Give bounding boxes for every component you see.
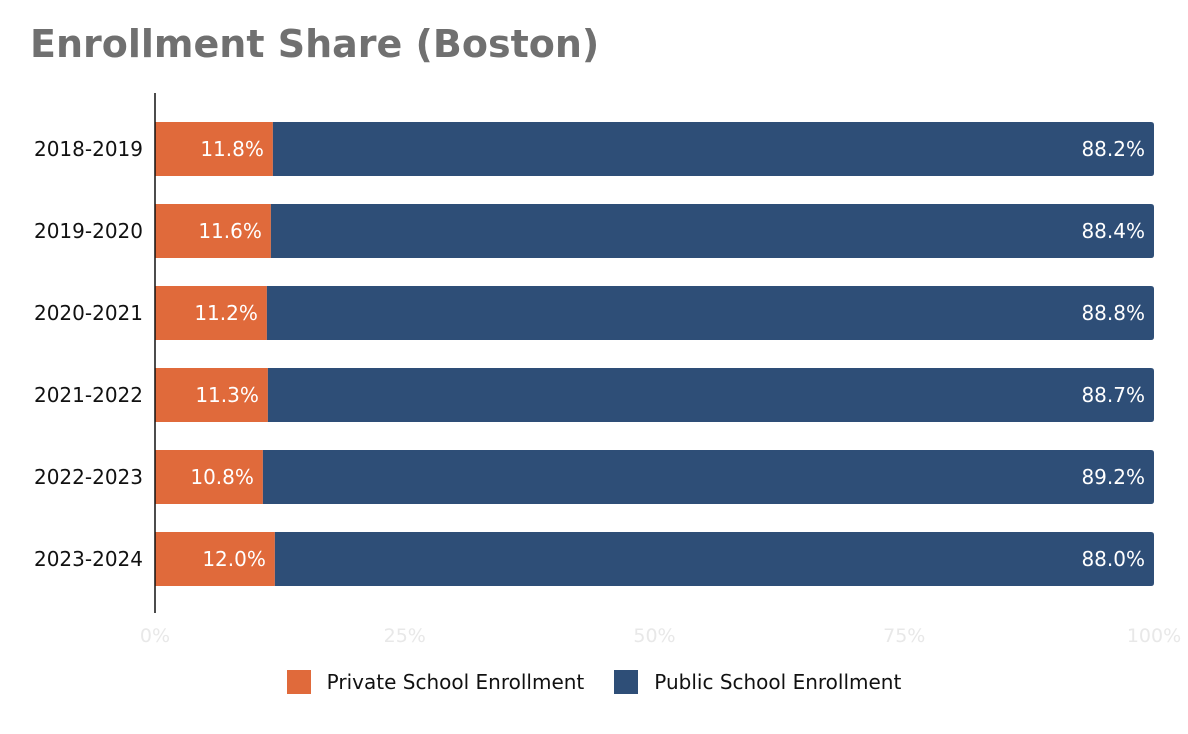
bar-public[interactable] — [272, 122, 1155, 176]
data-label-public: 88.0% — [1081, 547, 1145, 571]
data-label-private: 11.3% — [195, 383, 259, 407]
bar-public[interactable] — [262, 450, 1155, 504]
category-label: 2019-2020 — [34, 219, 143, 243]
bar-private[interactable] — [155, 532, 275, 586]
data-label-private: 11.8% — [200, 137, 264, 161]
x-tick-label: 75% — [883, 625, 925, 647]
bar-public[interactable] — [274, 532, 1154, 586]
chart-plot: 2018-2019 11.8% 88.2% 2019-2020 11.6% 88.4% 20… — [34, 93, 1181, 647]
bar-private[interactable] — [155, 122, 273, 176]
data-label-private: 11.6% — [198, 219, 262, 243]
legend: Private School Enrollment Public School … — [0, 670, 1188, 694]
bar-private[interactable] — [155, 286, 267, 340]
bar-public[interactable] — [270, 204, 1154, 258]
legend-swatch-private — [286, 670, 311, 694]
data-label-private: 12.0% — [202, 547, 266, 571]
legend-item-public[interactable]: Public School Enrollment — [614, 670, 901, 694]
x-tick-label: 25% — [384, 625, 426, 647]
data-label-private: 10.8% — [190, 465, 254, 489]
legend-label-private: Private School Enrollment — [326, 670, 585, 694]
x-tick-label: 50% — [633, 625, 675, 647]
category-label: 2021-2022 — [34, 383, 143, 407]
category-label: 2023-2024 — [34, 547, 143, 571]
legend-label-public: Public School Enrollment — [654, 670, 902, 694]
data-label-public: 89.2% — [1081, 465, 1145, 489]
data-label-public: 88.8% — [1081, 301, 1145, 325]
data-label-private: 11.2% — [194, 301, 258, 325]
category-label: 2018-2019 — [34, 137, 143, 161]
x-tick-label: 100% — [1127, 625, 1181, 647]
bar-private[interactable] — [155, 368, 268, 422]
data-label-public: 88.7% — [1081, 383, 1145, 407]
category-label: 2022-2023 — [34, 465, 143, 489]
bar-private[interactable] — [155, 204, 271, 258]
chart-title: Enrollment Share (Boston) — [30, 22, 600, 66]
data-label-public: 88.2% — [1081, 137, 1145, 161]
bar-public[interactable] — [266, 286, 1154, 340]
legend-swatch-public — [614, 670, 639, 694]
bar-public[interactable] — [267, 368, 1155, 422]
data-label-public: 88.4% — [1081, 219, 1145, 243]
x-tick-label: 0% — [140, 625, 170, 647]
category-label: 2020-2021 — [34, 301, 143, 325]
legend-item-private[interactable]: Private School Enrollment — [286, 670, 585, 694]
bar-private[interactable] — [155, 450, 263, 504]
